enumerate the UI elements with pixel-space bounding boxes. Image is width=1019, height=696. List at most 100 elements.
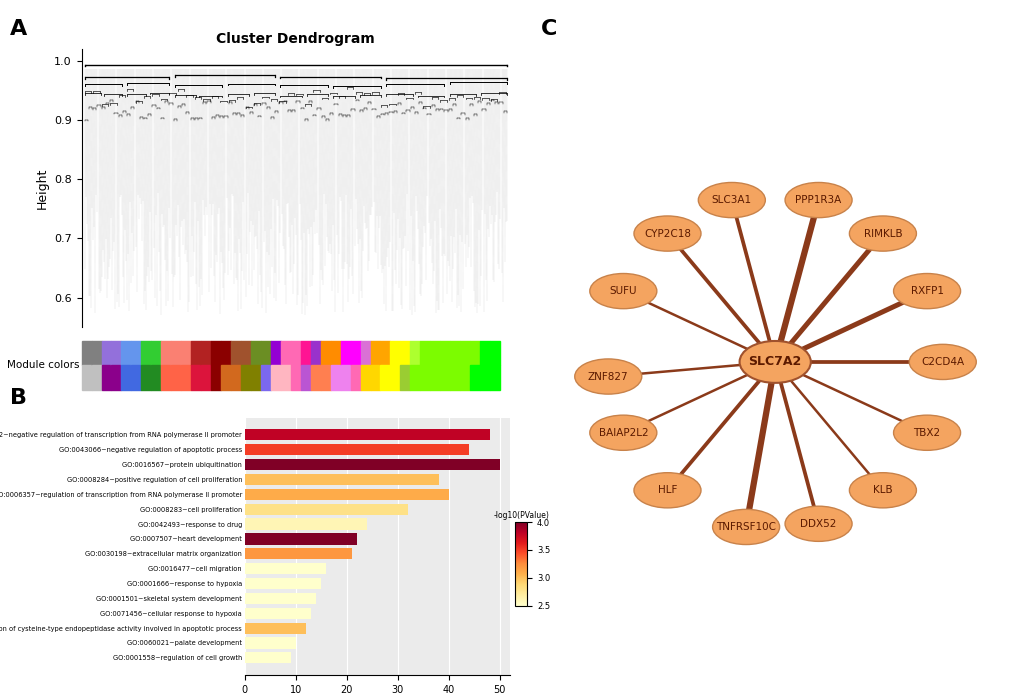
Bar	[245, 652, 290, 663]
Bar	[489, 365, 499, 390]
Bar	[131, 341, 142, 365]
Bar	[161, 365, 171, 390]
Ellipse shape	[739, 341, 810, 383]
Bar	[82, 341, 92, 365]
Text: SUFU: SUFU	[609, 286, 637, 296]
Bar	[240, 365, 251, 390]
Bar	[480, 341, 489, 365]
Bar	[449, 341, 460, 365]
Bar	[245, 578, 321, 589]
Text: CYP2C18: CYP2C18	[643, 228, 690, 239]
Bar	[201, 365, 211, 390]
Text: A: A	[10, 19, 28, 39]
Bar	[171, 341, 181, 365]
Bar	[440, 341, 449, 365]
Ellipse shape	[589, 415, 656, 450]
Bar	[480, 365, 489, 390]
Ellipse shape	[893, 274, 960, 309]
Bar	[311, 341, 320, 365]
Bar	[430, 365, 440, 390]
Bar	[201, 341, 211, 365]
Bar	[151, 365, 161, 390]
Bar	[340, 341, 351, 365]
Bar	[151, 341, 161, 365]
Text: C: C	[540, 19, 556, 39]
Bar	[330, 341, 340, 365]
Bar	[245, 622, 306, 633]
Ellipse shape	[634, 216, 700, 251]
Bar	[142, 365, 151, 390]
Text: HLF: HLF	[657, 485, 677, 496]
Bar	[460, 365, 470, 390]
Bar	[460, 341, 470, 365]
Bar	[261, 341, 271, 365]
Bar	[102, 341, 111, 365]
Bar	[311, 365, 320, 390]
Bar	[301, 341, 311, 365]
Title: Cluster Dendrogram: Cluster Dendrogram	[216, 32, 375, 46]
Bar	[111, 365, 121, 390]
Bar	[360, 365, 370, 390]
Bar	[131, 365, 142, 390]
Bar	[351, 365, 360, 390]
Bar	[240, 341, 251, 365]
Bar	[121, 365, 131, 390]
Text: PPP1R3A: PPP1R3A	[795, 195, 841, 205]
Bar	[181, 341, 191, 365]
Bar	[410, 341, 420, 365]
Bar	[82, 365, 92, 390]
Text: B: B	[10, 388, 28, 408]
Bar	[280, 341, 290, 365]
Bar	[251, 341, 261, 365]
Bar	[280, 365, 290, 390]
Bar	[301, 365, 311, 390]
Text: Module colors: Module colors	[7, 361, 79, 370]
Bar	[251, 365, 261, 390]
Bar	[245, 474, 438, 485]
Ellipse shape	[893, 415, 960, 450]
Bar	[121, 341, 131, 365]
Text: KLB: KLB	[872, 485, 892, 496]
Text: TNFRSF10C: TNFRSF10C	[715, 522, 775, 532]
Bar	[191, 341, 201, 365]
Bar	[142, 341, 151, 365]
Bar	[245, 459, 499, 470]
Bar	[370, 341, 380, 365]
Bar	[290, 341, 301, 365]
Bar	[400, 341, 410, 365]
Bar	[245, 548, 352, 560]
Bar	[340, 365, 351, 390]
Bar	[271, 341, 280, 365]
Text: TBX2: TBX2	[913, 428, 940, 438]
Bar	[320, 365, 330, 390]
Bar	[245, 638, 296, 649]
Text: RXFP1: RXFP1	[910, 286, 943, 296]
Bar	[211, 341, 221, 365]
Text: RIMKLB: RIMKLB	[863, 228, 902, 239]
Bar	[221, 341, 231, 365]
Bar	[111, 341, 121, 365]
Bar	[449, 365, 460, 390]
Bar	[171, 365, 181, 390]
Bar	[370, 365, 380, 390]
Bar	[191, 365, 201, 390]
Bar	[320, 341, 330, 365]
Bar	[245, 504, 408, 515]
Bar	[351, 341, 360, 365]
Bar	[231, 341, 240, 365]
Ellipse shape	[908, 345, 975, 379]
Bar	[470, 341, 480, 365]
Bar	[380, 341, 390, 365]
Ellipse shape	[849, 216, 915, 251]
Ellipse shape	[589, 274, 656, 309]
Bar	[245, 533, 357, 544]
Bar	[245, 444, 469, 455]
Bar	[245, 429, 489, 441]
Text: ZNF827: ZNF827	[587, 372, 628, 381]
Bar	[231, 365, 240, 390]
Ellipse shape	[849, 473, 915, 508]
Ellipse shape	[785, 182, 851, 218]
Bar	[470, 365, 480, 390]
Bar	[92, 341, 102, 365]
Bar	[420, 365, 430, 390]
